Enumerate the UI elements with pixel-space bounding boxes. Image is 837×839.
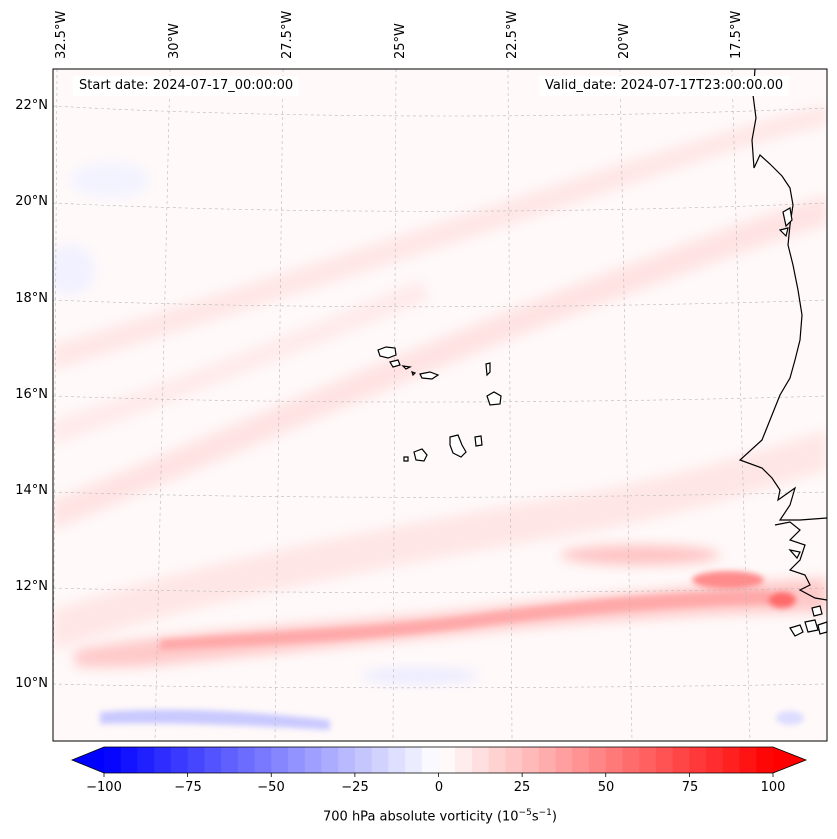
colorbar-step [154,747,172,773]
colorbar-step [605,747,624,773]
colorbar-step [471,747,490,773]
vorticity-band-core [160,590,770,650]
colorbar-tick: 0 [434,780,444,795]
colorbar-step [756,747,774,773]
colorbar-step [689,747,707,773]
vorticity-secondary [560,545,720,565]
lat-label-16n: 16°N [15,387,48,402]
gridlines [53,69,827,741]
colorbar-step [388,747,406,773]
colorbar-step [622,747,640,773]
colorbar-tick: 25 [513,780,531,795]
colorbar-tick: −50 [257,780,285,795]
colorbar-step [455,747,473,773]
vorticity-band-mid2 [53,280,430,445]
colorbar-step [170,747,189,773]
colorbar-step [354,747,373,773]
colorbar-step [120,747,139,773]
colorbar-step [589,747,607,773]
colorbar-step [304,747,323,773]
cape-verde-islands [377,346,502,462]
lon-label-27-5w: 27.5°W [280,10,295,59]
map-frame [52,68,828,742]
colorbar-tick: 50 [597,780,615,795]
colorbar-step [371,747,389,773]
colorbar [70,746,808,777]
colorbar-tick: −25 [341,780,369,795]
colorbar-step [104,747,122,773]
lat-label-20n: 20°N [15,194,48,209]
colorbar-step [572,747,590,773]
negative-vorticity-south2 [360,668,480,684]
lat-label-12n: 12°N [15,579,48,594]
colorbar-step [488,747,506,773]
vorticity-field [53,105,827,730]
vorticity-maximum [692,571,764,589]
colorbar-tick: 75 [681,780,699,795]
colorbar-step [555,747,573,773]
colorbar-step [655,747,674,773]
negative-vorticity-south [100,709,330,730]
vorticity-band-upper [53,105,827,370]
colorbar-step [254,747,272,773]
colorbar-step [287,747,306,773]
colorbar-step [522,747,540,773]
start-date-label: Start date: 2024-07-17_00:00:00 [73,76,300,96]
colorbar-step [706,747,724,773]
lat-label-22n: 22°N [15,98,48,113]
colorbar-tick: −75 [174,780,202,795]
colorbar-extend-min [72,747,104,773]
lat-label-14n: 14°N [15,483,48,498]
colorbar-step [672,747,690,773]
lon-label-20w: 20°W [617,23,632,59]
vorticity-maximum-east [768,592,796,608]
negative-vorticity-se [776,711,804,725]
colorbar-label: 700 hPa absolute vorticity (10−5s−1) [323,808,557,825]
colorbar-step [421,747,440,773]
lon-label-25w: 25°W [393,23,408,59]
african-coastline [738,68,828,637]
colorbar-step [137,747,155,773]
colorbar-tick: −100 [86,780,122,795]
lon-label-17-5w: 17.5°W [729,10,744,59]
colorbar-step [739,747,757,773]
colorbar-step [438,747,456,773]
colorbar-tick: 100 [760,780,786,795]
colorbar-step [639,747,657,773]
colorbar-step [338,747,356,773]
colorbar-step [722,747,741,773]
colorbar-step [221,747,239,773]
colorbar-extend-max [773,747,806,773]
colorbar-step [204,747,222,773]
colorbar-step [405,747,423,773]
colorbar-step [187,747,205,773]
negative-vorticity-w [53,245,95,295]
lon-label-32-5w: 32.5°W [54,10,69,59]
colorbar-step [321,747,339,773]
colorbar-step [505,747,523,773]
negative-vorticity-nw [70,162,150,198]
lat-label-10n: 10°N [15,676,48,691]
lon-label-22-5w: 22.5°W [505,10,520,59]
colorbar-step [538,747,557,773]
vorticity-band-mid [53,195,827,530]
lon-label-30w: 30°W [167,23,182,59]
valid-date-label: Valid_date: 2024-07-17T23:00:00.00 [539,76,790,96]
vorticity-band-lower-broad [53,430,827,650]
colorbar-step [237,747,256,773]
lat-label-18n: 18°N [15,291,48,306]
colorbar-step [271,747,289,773]
